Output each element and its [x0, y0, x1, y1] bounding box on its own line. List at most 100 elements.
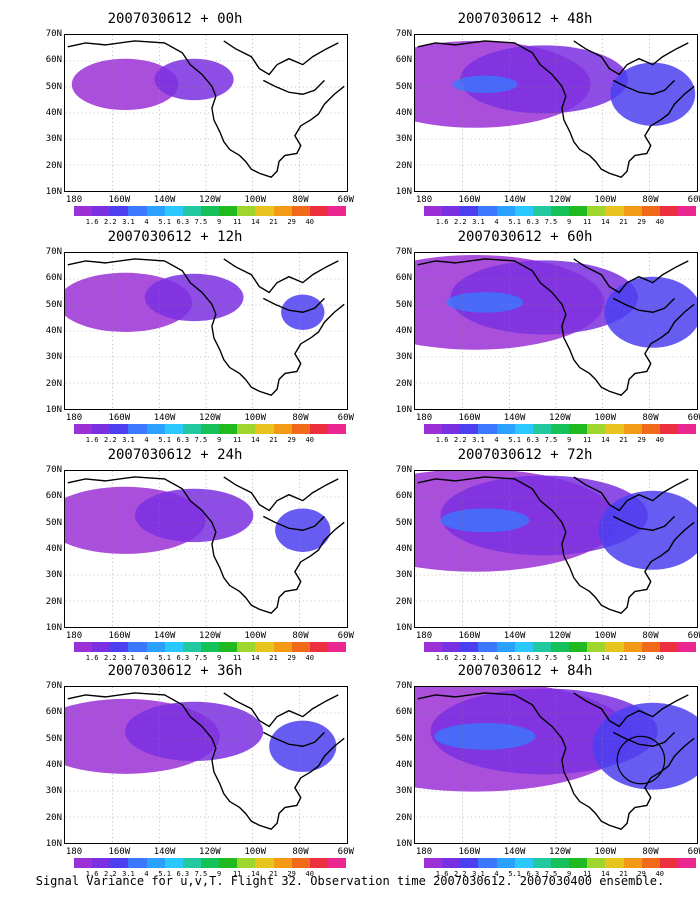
- colorbar-label: 21: [269, 218, 278, 226]
- lat-tick-label: 60N: [45, 273, 62, 284]
- colorbar-label: 29: [637, 654, 646, 662]
- map-canvas: [415, 253, 697, 409]
- colorbar-swatch: [146, 206, 165, 216]
- lat-tick-label: 20N: [395, 596, 412, 607]
- colorbar-label: 9: [566, 654, 572, 662]
- colorbar-label: 14: [601, 654, 610, 662]
- colorbar-swatch: [219, 424, 238, 434]
- colorbar-swatch: [110, 642, 129, 652]
- colorbar-label: 3.1: [122, 870, 135, 878]
- panel-title: 2007030612 + 48h: [457, 11, 593, 27]
- lon-tick-label: 100W: [244, 413, 267, 423]
- colorbar-swatch: [605, 858, 624, 868]
- colorbar-label: 4: [494, 654, 499, 662]
- lat-tick-label: 60N: [395, 273, 412, 284]
- colorbar-swatch: [309, 858, 328, 868]
- variance-region: [134, 488, 254, 543]
- lon-tick-label: 100W: [594, 847, 617, 857]
- colorbar-label: 2.2: [103, 218, 117, 226]
- coastline: [612, 731, 675, 747]
- colorbar-label: 5.1: [508, 654, 521, 662]
- colorbar-swatch: [128, 642, 147, 652]
- colorbar-swatch: [550, 858, 570, 868]
- colorbar-labels: 1.6 2.2 3.1 4 5.1 6.3 7.5 9 11 14 21 29 40: [424, 218, 696, 227]
- colorbar: [74, 424, 347, 434]
- lon-tick-label: 160W: [458, 631, 481, 641]
- colorbar-label: 5.1: [508, 436, 521, 444]
- lon-tick-label: 160W: [458, 195, 481, 205]
- lat-tick-label: 20N: [395, 160, 412, 171]
- coastline: [573, 476, 689, 512]
- colorbar-label: 29: [287, 654, 296, 662]
- colorbar-label: 40: [305, 436, 314, 444]
- colorbar-swatch: [605, 424, 624, 434]
- lat-tick-label: 40N: [45, 543, 62, 554]
- lon-tick-label: 100W: [244, 195, 267, 205]
- map-frame: [414, 686, 698, 844]
- colorbar-swatch: [623, 642, 642, 652]
- colorbar-swatch: [255, 424, 274, 434]
- lon-tick-label: 180: [65, 195, 83, 205]
- colorbar-swatch: [273, 642, 292, 652]
- colorbar-label: 7.5: [544, 654, 558, 662]
- variance-region: [440, 508, 530, 533]
- colorbar-swatch: [219, 858, 238, 868]
- coastline: [67, 40, 345, 178]
- colorbar-labels: 1.6 2.2 3.1 4 5.1 6.3 7.5 9 11 14 21 29 40: [74, 218, 346, 227]
- lat-tick-label: 40N: [395, 107, 412, 118]
- variance-region: [434, 722, 536, 750]
- colorbar-label: 29: [637, 218, 646, 226]
- colorbar-label: 9: [216, 870, 222, 878]
- colorbar-swatch: [460, 642, 479, 652]
- lon-tick-label: 80W: [292, 413, 309, 423]
- colorbar-label: 1.6: [435, 654, 449, 662]
- lon-tick-label: 140W: [503, 195, 526, 205]
- coastline: [262, 297, 325, 313]
- lat-tick-label: 60N: [45, 491, 62, 502]
- map-canvas: [415, 687, 697, 843]
- colorbar-label: 4: [494, 436, 499, 444]
- colorbar-label: 6.3: [526, 654, 540, 662]
- colorbar-label: 4: [494, 218, 499, 226]
- colorbar-label: 21: [619, 870, 628, 878]
- lon-tick-label: 160W: [458, 413, 481, 423]
- colorbar-label: 14: [251, 654, 260, 662]
- colorbar-swatch: [291, 206, 310, 216]
- lat-tick-label: 10N: [395, 186, 412, 197]
- colorbar-swatch: [219, 642, 238, 652]
- panel-title: 2007030612 + 84h: [457, 663, 593, 679]
- colorbar-label: 2.2: [453, 436, 467, 444]
- lat-tick-label: 70N: [395, 29, 412, 39]
- lon-tick-label: 160W: [458, 847, 481, 857]
- colorbar-label: 40: [305, 654, 314, 662]
- colorbar-swatch: [478, 424, 497, 434]
- lat-tick-label: 50N: [45, 733, 62, 744]
- colorbar-labels: 1.6 2.2 3.1 4 5.1 6.3 7.5 9 11 14 21 29 40: [424, 436, 696, 445]
- lon-tick-label: 140W: [503, 631, 526, 641]
- map-frame: [64, 470, 348, 628]
- colorbar-swatch: [237, 424, 256, 434]
- colorbar-label: 11: [582, 218, 592, 226]
- colorbar-label: 40: [655, 436, 664, 444]
- colorbar-swatch: [182, 858, 201, 868]
- lon-tick-label: 60W: [687, 413, 700, 423]
- colorbar-swatch: [74, 424, 93, 434]
- colorbar-swatch: [200, 858, 220, 868]
- lon-tick-label: 140W: [503, 413, 526, 423]
- colorbar-swatch: [641, 206, 660, 216]
- colorbar-swatch: [237, 858, 256, 868]
- lat-tick-label: 30N: [395, 134, 412, 145]
- lat-tick-label: 20N: [395, 812, 412, 823]
- lat-tick-label: 20N: [45, 812, 62, 823]
- colorbar-swatch: [442, 206, 461, 216]
- lon-tick-label: 180: [65, 631, 83, 641]
- panel-title: 2007030612 + 72h: [457, 447, 593, 463]
- colorbar-label: 9: [566, 436, 572, 444]
- colorbar-label: 7.5: [544, 436, 558, 444]
- colorbar-labels: 1.6 2.2 3.1 4 5.1 6.3 7.5 9 11 14 21 29 40: [74, 436, 346, 445]
- colorbar-label: 9: [216, 218, 222, 226]
- lon-tick-label: 120W: [549, 847, 571, 857]
- colorbar-swatch: [309, 424, 328, 434]
- lat-tick-label: 30N: [395, 352, 412, 363]
- colorbar-swatch: [514, 858, 533, 868]
